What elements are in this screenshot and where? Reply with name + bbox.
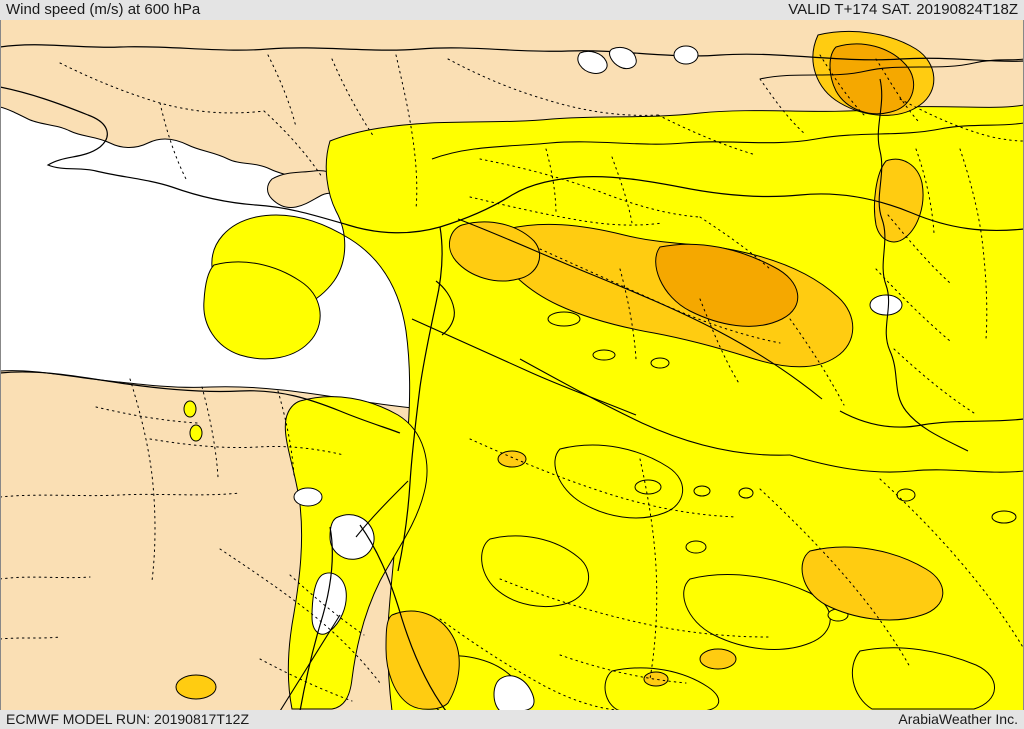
admin-sa-6 <box>879 478 1024 650</box>
yellow-island-9 <box>183 400 197 418</box>
admin-cauc-1 <box>875 58 919 122</box>
yellow-island-11 <box>991 510 1017 524</box>
admin-sy-4 <box>611 156 633 224</box>
admin-eg-7 <box>219 548 381 684</box>
admin-ir-4 <box>875 268 951 342</box>
admin-iq-1 <box>539 248 781 344</box>
coast-red-sea-west <box>299 526 333 711</box>
coast-anatolia-south <box>0 86 1024 234</box>
border-egypt-sudan <box>279 614 341 711</box>
yellow-arabia-5 <box>851 647 995 710</box>
model-run-label: ECMWF MODEL RUN: 20190817T12Z <box>6 711 249 727</box>
orange-small-4 <box>643 671 669 687</box>
admin-sa-8 <box>259 658 353 702</box>
white-hole-iran <box>869 294 903 316</box>
coast-red-sea-east <box>359 524 447 711</box>
yellow-aegean-tongue <box>203 261 321 360</box>
border-egypt-israel <box>355 480 409 538</box>
border-caucasus <box>759 58 1024 80</box>
yellow-island-10 <box>189 424 203 442</box>
admin-tr-2 <box>159 102 187 180</box>
coast-north-africa <box>0 371 401 434</box>
yellow-island-8 <box>650 357 670 369</box>
admin-eg-1 <box>129 378 156 582</box>
orange-saudi-core <box>801 546 944 621</box>
admin-ly-2 <box>0 636 61 640</box>
admin-tr-5 <box>395 54 418 210</box>
map-svg <box>0 19 1024 711</box>
lake-2 <box>609 46 637 70</box>
country-borders <box>279 58 1024 711</box>
admin-sa-4 <box>499 578 769 638</box>
band-highest-regions <box>655 43 915 327</box>
orange-small-1 <box>497 450 527 468</box>
border-jordan-saudi <box>411 318 637 416</box>
deep-orange-iraq <box>655 243 799 327</box>
footer-band: ECMWF MODEL RUN: 20190817T12Z ArabiaWeat… <box>0 710 1024 729</box>
admin-iq-4 <box>789 318 845 406</box>
admin-sy-5 <box>699 216 771 270</box>
admin-borders-dotted <box>0 54 1024 711</box>
lake-3 <box>673 45 699 65</box>
page-title: Wind speed (m/s) at 600 hPa <box>6 1 201 18</box>
orange-aleppo-core <box>448 221 540 282</box>
admin-sa-5 <box>439 618 633 711</box>
yellow-small-islands <box>183 311 1017 622</box>
yellow-island-3 <box>738 487 754 499</box>
orange-redsea-core <box>385 610 460 710</box>
admin-tr-6 <box>331 58 375 138</box>
orange-small-3 <box>175 674 217 700</box>
admin-sy-1 <box>479 158 701 218</box>
admin-iq-2 <box>619 268 637 360</box>
white-hole-redsea-s <box>493 675 535 711</box>
admin-tr-4 <box>267 54 297 128</box>
admin-cauc-2 <box>819 54 867 118</box>
border-saudi-iraq-lower <box>789 454 1024 473</box>
forecast-map-canvas <box>0 19 1024 711</box>
header-band: Wind speed (m/s) at 600 hPa VALID T+174 … <box>0 0 1024 20</box>
admin-eg-4 <box>149 438 345 456</box>
yellow-island-4 <box>685 540 707 554</box>
admin-tr-3 <box>263 110 323 178</box>
lake-1 <box>577 50 608 74</box>
admin-eg-5 <box>95 406 199 424</box>
valid-time-label: VALID T+174 SAT. 20190824T18Z <box>788 1 1018 18</box>
yellow-arabia-1 <box>554 444 684 519</box>
admin-ir-3 <box>887 214 951 284</box>
admin-ir-6 <box>959 148 988 340</box>
admin-sa-1 <box>469 438 737 518</box>
admin-ir-5 <box>893 348 975 414</box>
admin-sa-2 <box>639 458 658 680</box>
coast-black-sea <box>0 44 1024 62</box>
lakes <box>577 45 699 74</box>
coast-persian-gulf <box>839 410 1024 428</box>
yellow-arabia-4 <box>604 667 720 711</box>
yellow-arabia-3 <box>481 535 589 607</box>
border-lebanon <box>435 280 455 336</box>
border-turkey-syria <box>431 122 1024 160</box>
yellow-island-1 <box>634 479 662 495</box>
yellow-island-6 <box>547 311 581 327</box>
white-hole-sinai <box>293 487 323 507</box>
admin-tr-9 <box>759 78 807 136</box>
admin-iq-3 <box>699 298 741 386</box>
orange-small-2 <box>699 648 737 670</box>
admin-tr-7 <box>447 58 659 116</box>
admin-tr-8 <box>657 114 757 156</box>
yellow-arabia-2 <box>683 574 831 650</box>
provider-label: ArabiaWeather Inc. <box>898 711 1018 727</box>
yellow-island-5 <box>896 488 916 502</box>
admin-ir-1 <box>899 98 1024 142</box>
admin-sy-3 <box>545 148 557 216</box>
yellow-island-7 <box>592 349 616 361</box>
border-iraq-saudi <box>519 358 791 456</box>
admin-ly-1 <box>0 576 91 580</box>
border-iran-iraq <box>877 78 969 452</box>
admin-eg-8 <box>289 574 365 636</box>
yellow-island-2 <box>693 485 711 497</box>
deep-orange-caucasus <box>829 43 915 115</box>
admin-eg-3 <box>201 386 219 478</box>
